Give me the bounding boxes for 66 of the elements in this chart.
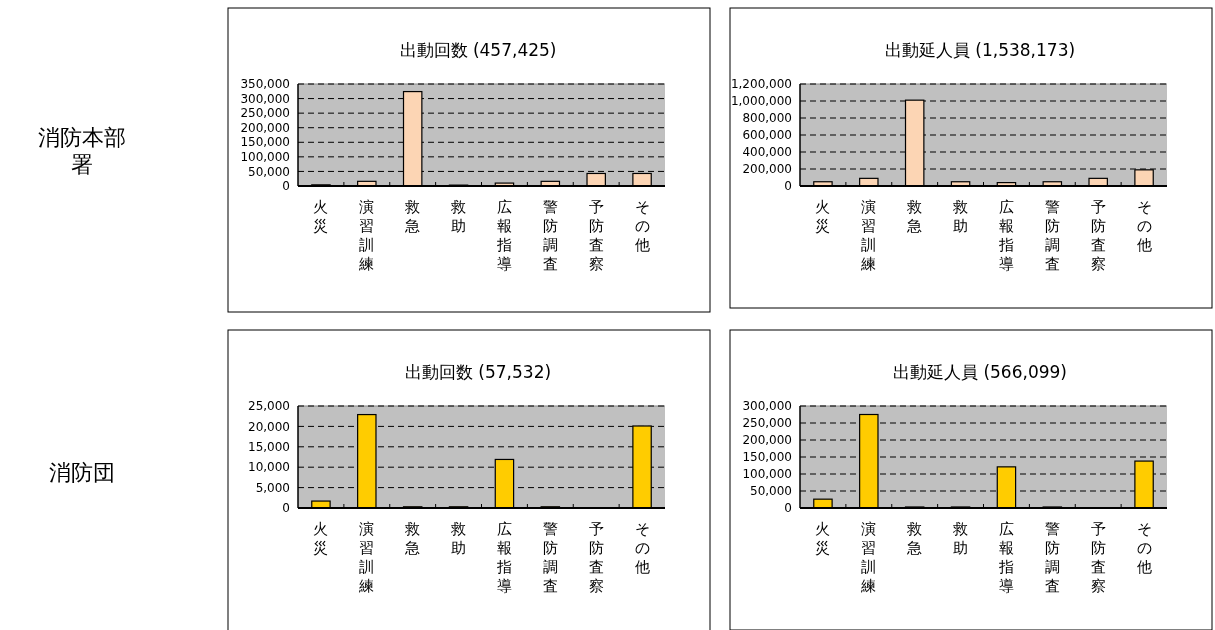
x-tick-label: 警防調査 [1044, 520, 1060, 595]
y-tick-label: 600,000 [742, 128, 792, 143]
x-tick-label: 警防調査 [1044, 198, 1060, 273]
y-tick-label: 50,000 [750, 484, 792, 499]
text: 消防団 [49, 460, 115, 485]
y-tick-label: 25,000 [248, 399, 290, 414]
chart-title: 出動延人員 (566,099) [893, 362, 1067, 382]
y-tick-label: 20,000 [248, 419, 290, 434]
x-tick-label: 救助 [450, 520, 467, 557]
x-tick-label: 警防調査 [542, 520, 558, 595]
y-tick-label: 0 [784, 179, 792, 194]
x-tick-label: 広報指導 [495, 520, 512, 595]
y-tick-label: 400,000 [742, 145, 792, 160]
y-tick-label: 200,000 [742, 162, 792, 177]
x-tick-label: 予防査察 [588, 198, 604, 273]
x-tick-label: その他 [1136, 198, 1152, 254]
x-tick-label: 演習訓練 [358, 520, 375, 595]
y-tick-label: 250,000 [240, 106, 290, 121]
y-tick-label: 15,000 [248, 440, 290, 454]
x-tick-label: 火災 [815, 198, 831, 235]
y-tick-label: 200,000 [240, 120, 290, 135]
x-tick-label: 予防査察 [1090, 198, 1106, 273]
y-tick-label: 150,000 [240, 135, 290, 150]
x-tick-label: 広報指導 [997, 198, 1014, 273]
x-tick-label: 火災 [815, 520, 831, 557]
y-tick-label: 0 [282, 179, 290, 194]
y-tick-label: 100,000 [742, 467, 792, 482]
x-tick-label: 救助 [450, 198, 467, 235]
x-tick-label: 救助 [952, 520, 969, 557]
x-tick-label: その他 [634, 520, 650, 576]
y-tick-label: 300,000 [742, 399, 792, 414]
x-tick-label: その他 [634, 198, 650, 254]
x-tick-label: 演習訓練 [860, 198, 877, 273]
chart-title: 出動回数 (57,532) [404, 362, 552, 382]
x-tick-label: 予防査察 [588, 520, 604, 595]
x-tick-label: 広報指導 [495, 198, 512, 273]
y-tick-label: 150,000 [742, 450, 792, 465]
x-tick-label: その他 [1136, 520, 1152, 576]
chart-title: 出動延人員 (1,538,173) [884, 40, 1076, 60]
y-tick-label: 800,000 [742, 111, 792, 126]
x-tick-label: 警防調査 [542, 198, 558, 273]
y-tick-label: 100,000 [240, 150, 290, 165]
y-tick-label: 250,000 [742, 416, 792, 431]
y-tick-label: 0 [784, 501, 792, 516]
x-tick-label: 救急 [404, 520, 421, 557]
y-tick-label: 10,000 [248, 460, 290, 475]
text: 消防本部署 [38, 125, 126, 177]
x-tick-label: 火災 [313, 198, 329, 235]
x-tick-label: 予防査察 [1090, 520, 1106, 595]
y-tick-label: 200,000 [742, 433, 792, 448]
x-tick-label: 救助 [952, 198, 969, 235]
y-tick-label: 5,000 [255, 480, 290, 495]
x-tick-label: 救急 [906, 198, 923, 235]
x-tick-label: 救急 [906, 520, 923, 557]
x-tick-label: 演習訓練 [358, 198, 375, 273]
y-tick-label: 1,000,000 [730, 94, 792, 109]
y-tick-label: 300,000 [240, 91, 290, 106]
x-tick-label: 演習訓練 [860, 520, 877, 595]
y-tick-label: 1,200,000 [730, 77, 792, 92]
x-tick-label: 救急 [404, 198, 421, 235]
y-tick-label: 50,000 [248, 164, 290, 179]
y-tick-label: 350,000 [240, 77, 290, 92]
chart-title: 出動回数 (457,425) [399, 40, 557, 60]
x-tick-label: 火災 [313, 520, 329, 557]
y-tick-label: 0 [282, 501, 290, 516]
x-tick-label: 広報指導 [997, 520, 1014, 595]
